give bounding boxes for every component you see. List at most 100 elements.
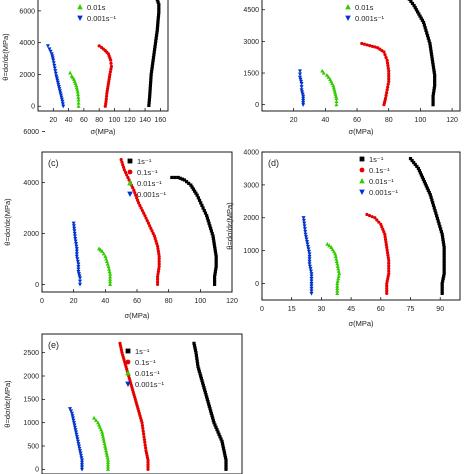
- data-point: [155, 0, 159, 2]
- data-point: [334, 99, 339, 104]
- series-1: [407, 0, 437, 107]
- data-point: [152, 53, 156, 57]
- data-point: [334, 102, 339, 107]
- data-point: [417, 169, 422, 173]
- data-point: [157, 254, 161, 258]
- data-point: [416, 10, 420, 14]
- data-point: [106, 464, 110, 469]
- data-point: [387, 269, 391, 273]
- data-point: [384, 55, 388, 60]
- data-point: [333, 251, 338, 256]
- data-point: [442, 243, 446, 247]
- data-point: [214, 257, 218, 261]
- y-axis-title: θ=dσ/dε(MPa): [225, 202, 234, 250]
- data-point: [419, 16, 423, 20]
- data-point: [212, 280, 217, 284]
- data-point: [51, 58, 56, 63]
- data-point: [203, 390, 207, 394]
- data-point: [440, 291, 444, 296]
- data-point: [58, 91, 63, 96]
- data-point: [442, 266, 446, 271]
- data-point: [156, 270, 160, 274]
- data-point: [212, 239, 216, 243]
- data-point: [309, 274, 314, 279]
- y-tick-label: 2500: [23, 350, 39, 357]
- data-point: [301, 98, 306, 103]
- series-1: [408, 156, 446, 296]
- series-1: [192, 341, 228, 471]
- data-point: [432, 70, 436, 75]
- data-point: [156, 249, 160, 253]
- data-point: [192, 344, 197, 348]
- data-point: [367, 213, 372, 218]
- data-point: [72, 226, 77, 231]
- data-point: [440, 284, 444, 288]
- data-point: [149, 78, 153, 82]
- data-point: [77, 446, 82, 451]
- data-point: [382, 230, 386, 234]
- data-point: [149, 70, 154, 74]
- data-point: [157, 267, 161, 271]
- series-2: [365, 212, 391, 296]
- data-point: [199, 374, 203, 378]
- legend-label: 0.01s⁻¹: [137, 179, 162, 188]
- y-tick-label: 3000: [243, 39, 259, 46]
- data-point: [436, 219, 440, 223]
- x-axis-title: σ(MPa): [90, 127, 116, 136]
- data-point: [145, 219, 149, 223]
- data-point: [379, 222, 383, 226]
- data-point: [108, 271, 113, 276]
- data-point: [79, 453, 83, 458]
- data-point: [149, 72, 153, 77]
- data-point: [118, 341, 122, 345]
- data-point: [104, 99, 108, 104]
- data-point: [196, 362, 200, 366]
- legend-marker: [77, 15, 83, 21]
- data-point: [386, 85, 390, 89]
- data-point: [377, 220, 381, 224]
- data-point: [205, 397, 209, 401]
- data-point: [155, 25, 160, 30]
- data-point: [209, 229, 214, 233]
- data-point: [300, 90, 305, 95]
- data-point: [330, 81, 335, 86]
- data-point: [60, 102, 65, 107]
- data-point: [324, 72, 329, 77]
- legend-marker: [359, 156, 365, 162]
- data-point: [146, 463, 150, 467]
- x-tick-label: 0: [260, 306, 264, 313]
- data-point: [214, 267, 218, 271]
- data-point: [387, 258, 391, 263]
- data-point: [201, 383, 205, 387]
- plot-frame: [261, 0, 461, 112]
- data-point: [80, 465, 84, 470]
- data-point: [211, 234, 215, 238]
- legend-marker: [345, 4, 351, 10]
- data-point: [334, 256, 339, 261]
- data-point: [105, 91, 109, 96]
- data-point: [334, 259, 339, 263]
- data-point: [307, 257, 312, 262]
- data-point: [151, 58, 155, 63]
- data-point: [122, 168, 126, 172]
- data-point: [431, 103, 435, 107]
- data-point: [182, 178, 187, 182]
- data-point: [336, 276, 341, 281]
- data-point: [210, 231, 214, 236]
- series-2: [97, 44, 114, 108]
- data-point: [136, 201, 141, 205]
- data-point: [140, 208, 144, 213]
- data-point: [78, 282, 82, 287]
- data-point: [303, 229, 308, 234]
- data-point: [157, 262, 161, 266]
- data-point: [442, 274, 446, 278]
- data-point: [213, 423, 217, 427]
- data-point: [97, 246, 101, 251]
- x-tick-label: 40: [101, 298, 109, 305]
- legend-marker: [125, 359, 131, 365]
- data-point: [387, 74, 391, 78]
- data-point: [196, 196, 200, 200]
- data-point: [430, 198, 434, 202]
- data-point: [208, 407, 212, 411]
- data-point: [420, 18, 424, 22]
